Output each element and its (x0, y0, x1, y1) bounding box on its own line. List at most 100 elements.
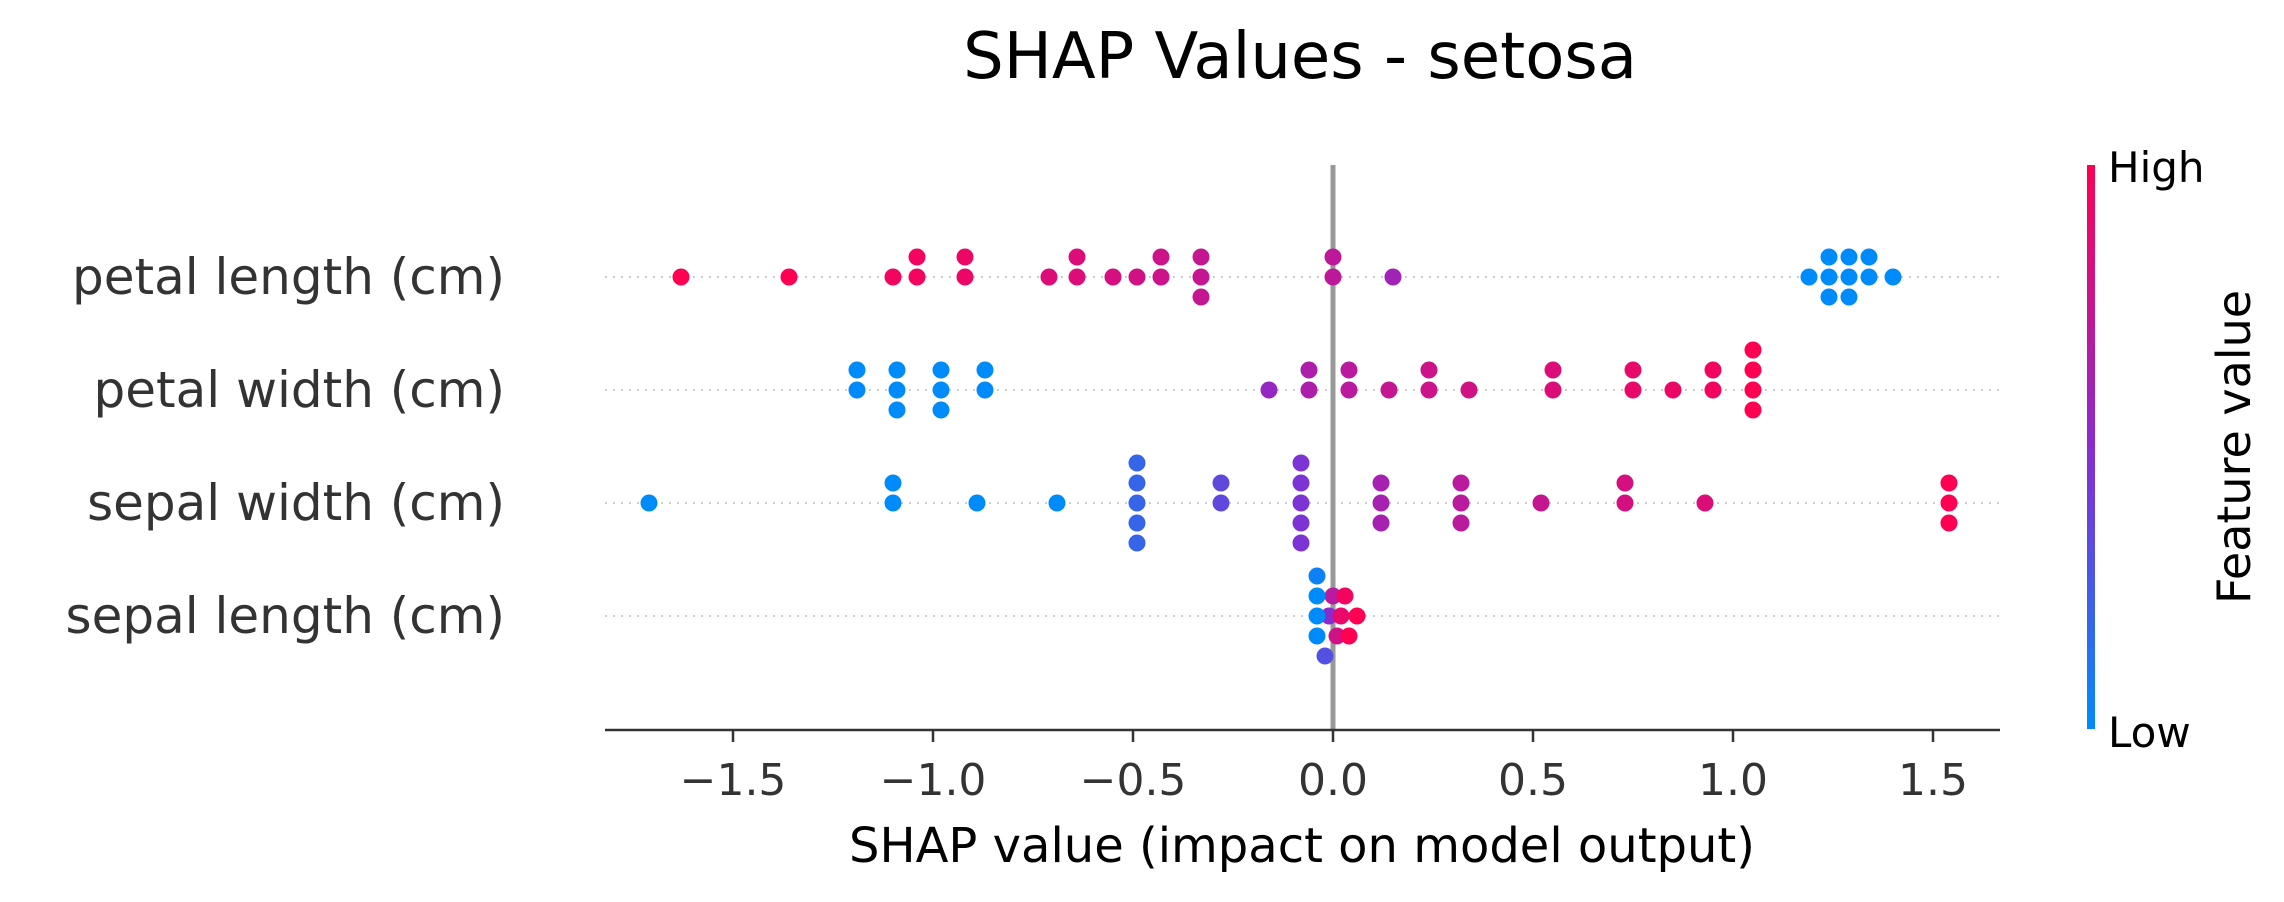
shap-point (932, 401, 950, 419)
shap-point (884, 474, 902, 492)
shap-point (1152, 268, 1170, 286)
shap-point (1128, 268, 1146, 286)
shap-point (1260, 381, 1278, 399)
shap-point (1332, 607, 1350, 625)
shap-point (1324, 248, 1342, 266)
shap-point (1860, 268, 1878, 286)
chart-title: SHAP Values - setosa (963, 20, 1637, 94)
shap-point (1704, 381, 1722, 399)
shap-point (908, 248, 926, 266)
shap-point (1128, 474, 1146, 492)
shap-point (1104, 268, 1122, 286)
shap-point (888, 361, 906, 379)
shap-point (1744, 361, 1762, 379)
shap-point (884, 268, 902, 286)
shap-point (932, 361, 950, 379)
shap-point (1300, 361, 1318, 379)
shap-point (1320, 607, 1338, 625)
shap-point (1324, 587, 1342, 605)
shap-point (672, 268, 690, 286)
x-tick-label: −1.5 (680, 755, 787, 806)
shap-point (1840, 288, 1858, 306)
shap-point (1664, 381, 1682, 399)
shap-point (1068, 268, 1086, 286)
shap-point (1316, 647, 1334, 665)
shap-point (968, 494, 986, 512)
shap-point (1820, 248, 1838, 266)
shap-point (1460, 381, 1478, 399)
shap-point (1544, 381, 1562, 399)
shap-point (1420, 381, 1438, 399)
colorbar-title: Feature value (2207, 290, 2261, 604)
shap-point (1348, 607, 1366, 625)
shap-point (1616, 474, 1634, 492)
shap-point (1380, 381, 1398, 399)
shap-point (1820, 288, 1838, 306)
shap-point (1696, 494, 1714, 512)
feature-label: petal length (cm) (72, 248, 505, 306)
shap-point (1372, 494, 1390, 512)
shap-point (1800, 268, 1818, 286)
shap-point (1544, 361, 1562, 379)
shap-point (1212, 474, 1230, 492)
shap-point (1128, 494, 1146, 512)
shap-point (956, 268, 974, 286)
colorbar (2087, 165, 2095, 729)
shap-point (1940, 514, 1958, 532)
shap-point (1324, 268, 1342, 286)
shap-point (1704, 361, 1722, 379)
feature-label: sepal length (cm) (66, 587, 505, 645)
shap-point (1128, 534, 1146, 552)
shap-point (976, 361, 994, 379)
x-tick-label: 1.5 (1898, 755, 1968, 806)
shap-point (1336, 587, 1354, 605)
shap-point (1192, 268, 1210, 286)
shap-point (1292, 454, 1310, 472)
x-axis-ticks: −1.5 −1.0 −0.5 0.0 0.5 1.0 1.5 (680, 730, 1968, 806)
shap-point (1212, 494, 1230, 512)
shap-point (1452, 494, 1470, 512)
shap-point (1616, 494, 1634, 512)
feature-labels: petal length (cm) petal width (cm) sepal w… (66, 248, 505, 645)
shap-point (1300, 381, 1318, 399)
shap-point (1040, 268, 1058, 286)
shap-point (1192, 248, 1210, 266)
shap-point (888, 381, 906, 399)
shap-point (1744, 381, 1762, 399)
shap-point (780, 268, 798, 286)
shap-point (1860, 248, 1878, 266)
shap-point (1532, 494, 1550, 512)
x-tick-label: −0.5 (1080, 755, 1187, 806)
shap-point (1292, 514, 1310, 532)
shap-point (1372, 474, 1390, 492)
shap-point (1048, 494, 1066, 512)
shap-point (1940, 494, 1958, 512)
x-tick-label: −1.0 (880, 755, 987, 806)
row-guides (605, 276, 2000, 617)
x-axis-label: SHAP value (impact on model output) (849, 818, 1755, 874)
shap-point (1340, 627, 1358, 645)
shap-point (1840, 248, 1858, 266)
shap-point (1328, 627, 1346, 645)
x-tick-label: 0.5 (1498, 755, 1568, 806)
shap-point (1308, 607, 1326, 625)
shap-point (1128, 454, 1146, 472)
x-tick-label: 0.0 (1298, 755, 1368, 806)
shap-point (1152, 248, 1170, 266)
shap-point (848, 361, 866, 379)
shap-point (1452, 474, 1470, 492)
shap-point (1340, 381, 1358, 399)
shap-point (1624, 361, 1642, 379)
shap-point (1452, 514, 1470, 532)
x-tick-label: 1.0 (1698, 755, 1768, 806)
shap-point (1744, 401, 1762, 419)
shap-point (1940, 474, 1958, 492)
colorbar-high-label: High (2108, 143, 2205, 192)
shap-point (956, 248, 974, 266)
shap-point (1340, 361, 1358, 379)
shap-point (1420, 361, 1438, 379)
shap-point (888, 401, 906, 419)
shap-point (1292, 474, 1310, 492)
shap-point (932, 381, 950, 399)
